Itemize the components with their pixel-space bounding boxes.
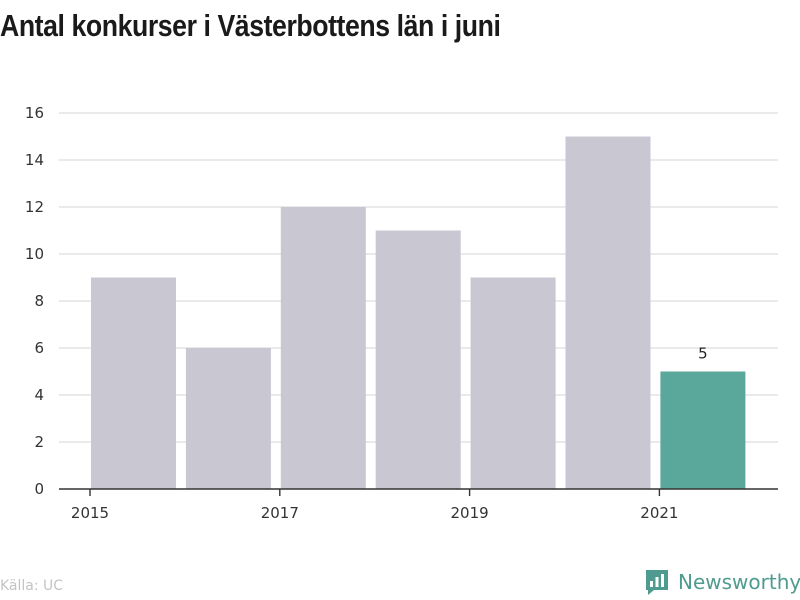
bar-2017 [280, 207, 366, 489]
bar-2019 [470, 277, 556, 489]
y-tick-label: 0 [34, 480, 44, 498]
y-tick-label: 2 [34, 433, 44, 451]
x-tick-label: 2021 [640, 504, 678, 522]
bar-2020 [565, 136, 651, 489]
data-label-highlight: 5 [698, 345, 708, 363]
axes [59, 488, 778, 496]
y-tick-label: 8 [34, 292, 44, 310]
x-tick-label: 2017 [261, 504, 299, 522]
bar-2016 [185, 348, 271, 489]
bar-2021 [660, 371, 746, 489]
y-tick-label: 12 [25, 198, 44, 216]
brand: Newsworthy [644, 568, 800, 596]
y-tick-label: 4 [34, 386, 44, 404]
x-tick-label: 2019 [451, 504, 489, 522]
bars [91, 136, 746, 489]
bar-2018 [375, 230, 461, 489]
labels: 0 2 4 6 8 10 12 14 16 2015 2017 2019 2021 5 [25, 104, 708, 522]
newsworthy-logo-icon [646, 570, 668, 595]
y-tick-label: 6 [34, 339, 44, 357]
y-tick-label: 14 [25, 151, 44, 169]
x-tick-label: 2015 [71, 504, 109, 522]
chart-title: Antal konkurser i Västerbottens län i ju… [0, 8, 501, 43]
source-note: Källa: UC [0, 578, 64, 594]
brand-name: Newsworthy [678, 570, 800, 594]
y-tick-label: 16 [25, 104, 44, 122]
y-tick-label: 10 [25, 245, 44, 263]
bar-2015 [91, 277, 176, 489]
